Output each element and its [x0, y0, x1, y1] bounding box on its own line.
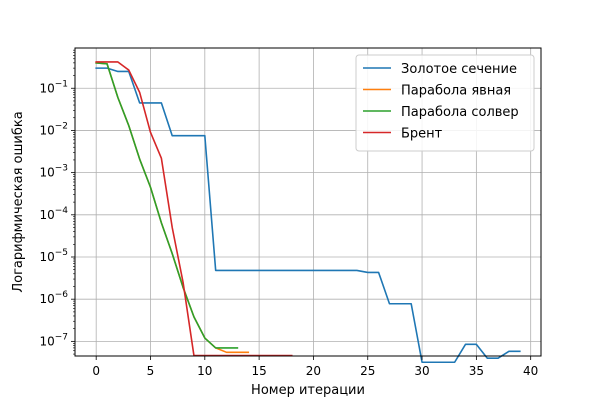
series-line-1	[95, 67, 521, 364]
y-minor-ticks	[73, 49, 75, 355]
y-tick-label: 10−3	[39, 164, 68, 180]
x-tick-label: 30	[414, 364, 429, 378]
x-tick-label: 20	[306, 364, 321, 378]
x-tick-label: 40	[523, 364, 538, 378]
y-tick-label: 10−5	[39, 248, 68, 264]
x-tick-label: 35	[469, 364, 484, 378]
series-line-4	[95, 61, 293, 357]
legend-label: Золотое сечение	[401, 62, 517, 77]
x-tick-label: 10	[197, 364, 212, 378]
series-line-3	[95, 61, 239, 349]
legend-label: Парабола явная	[401, 84, 511, 99]
legend: Золотое сечение Парабола явная Парабола со…	[355, 54, 535, 152]
legend-box	[355, 54, 535, 152]
y-tick-label: 10−7	[39, 332, 68, 348]
y-tick-label: 10−6	[39, 290, 68, 306]
y-tick-label: 10−2	[39, 121, 68, 137]
legend-label: Парабола солвер	[401, 105, 519, 120]
x-axis-label: Номер итерации	[251, 383, 365, 398]
x-tick-label: 15	[251, 364, 266, 378]
y-tick-label: 10−4	[39, 206, 68, 222]
x-tick-label: 25	[360, 364, 375, 378]
y-axis-label: Логарифмическая ошибка	[11, 111, 26, 292]
y-tick-label: 10−1	[39, 79, 68, 95]
x-tick-label: 0	[92, 364, 100, 378]
legend-label: Брент	[401, 127, 443, 142]
series-line-2	[95, 61, 250, 354]
axis-ticks: 0 5 10 15 20 25 30 35 40 10−7 10−6 10−5 10−4 10−3 10−2…	[39, 49, 538, 378]
x-tick-label: 5	[147, 364, 155, 378]
